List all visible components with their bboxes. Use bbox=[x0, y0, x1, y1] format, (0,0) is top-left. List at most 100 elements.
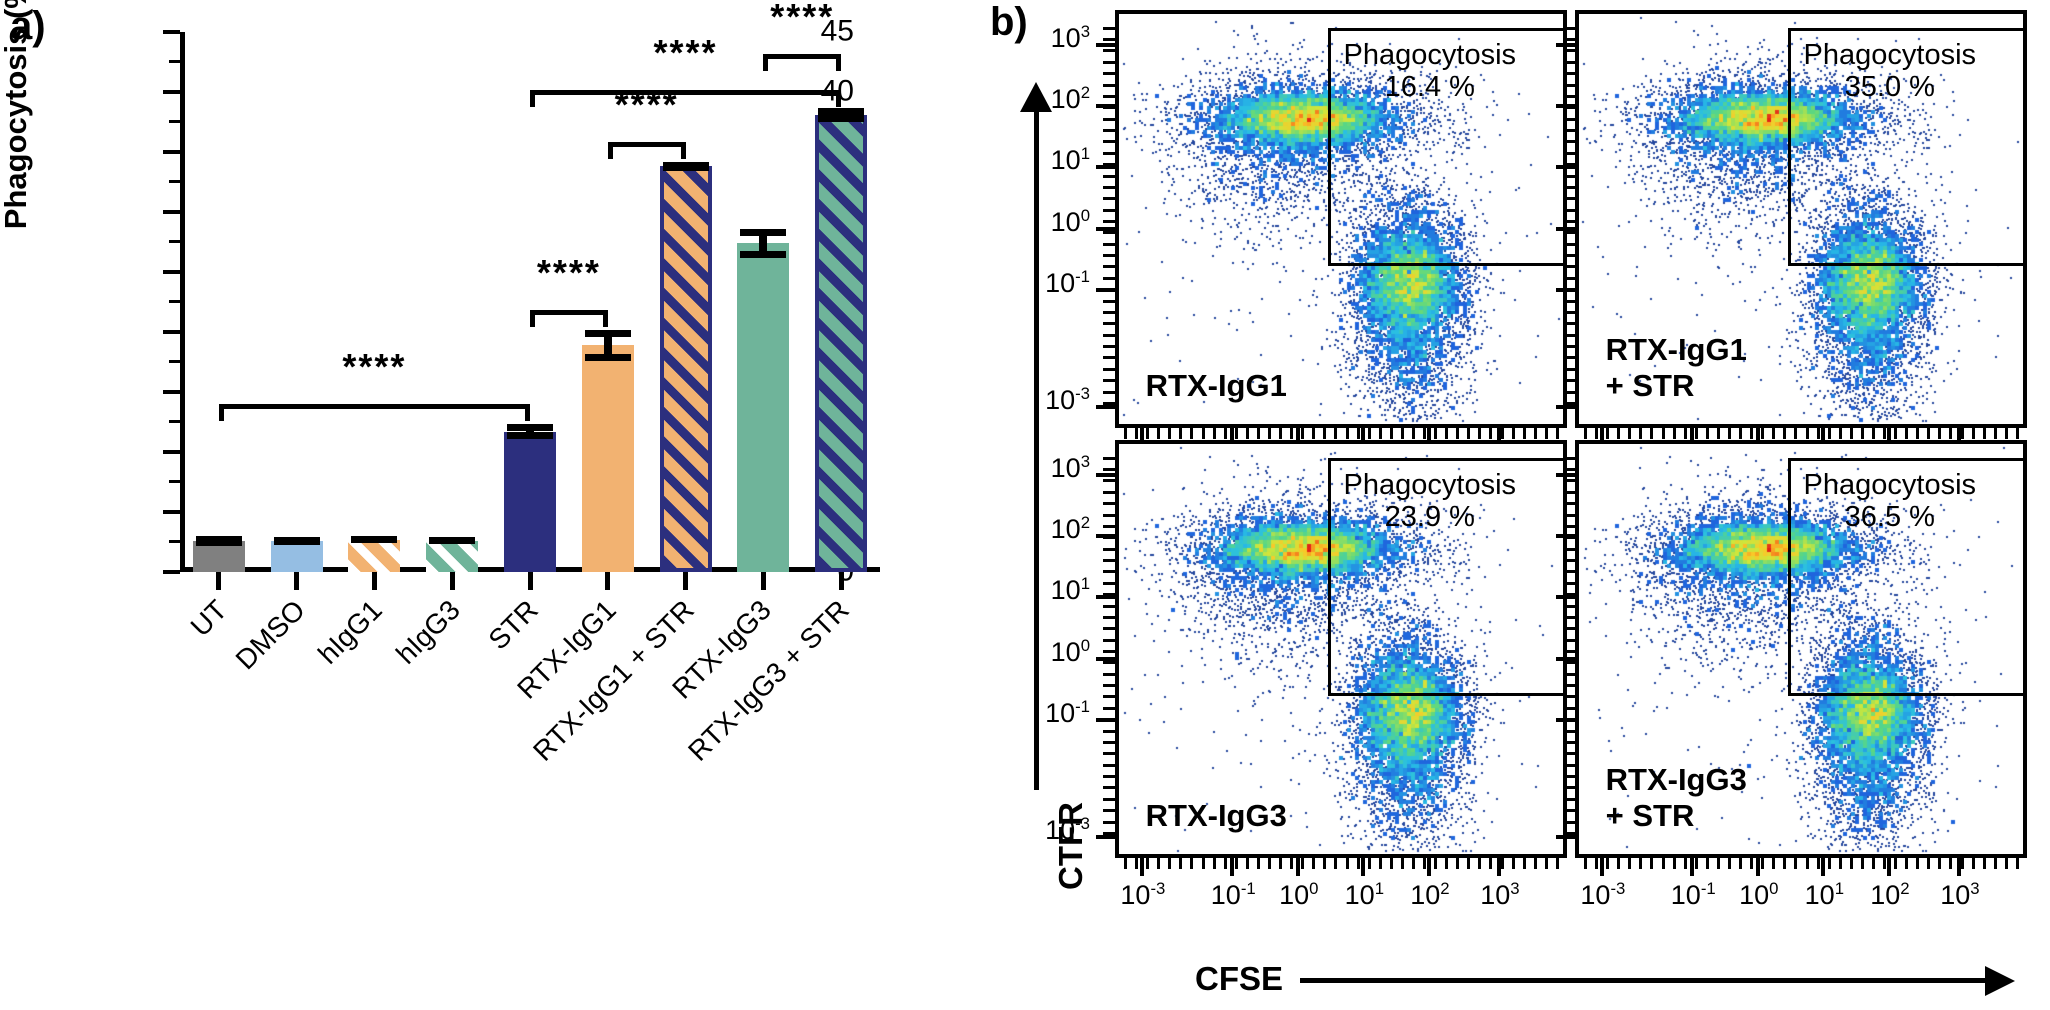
bar-higg1 bbox=[348, 539, 401, 572]
fcs-y-tick bbox=[1556, 835, 1575, 839]
fcs-y-tick-minor bbox=[1103, 265, 1115, 269]
y-tick-minor bbox=[169, 180, 180, 183]
fcs-x-tick-minor bbox=[2004, 858, 2008, 869]
fcs-x-tick-minor bbox=[1478, 858, 1482, 869]
fcs-x-tick-minor bbox=[1927, 428, 1931, 439]
fcs-y-tick-minor bbox=[1103, 299, 1115, 303]
fcs-y-tick-minor bbox=[1563, 479, 1575, 483]
fcs-x-tick-minor bbox=[1522, 858, 1526, 869]
fcs-y-tick-minor bbox=[1563, 367, 1575, 371]
fcs-x-tick-minor bbox=[1871, 428, 1875, 439]
y-tick-major bbox=[163, 210, 180, 214]
significance-stars: **** bbox=[653, 31, 718, 73]
fcs-y-tick-minor bbox=[1103, 479, 1115, 483]
fcs-x-tick-minor bbox=[1268, 428, 1271, 439]
fcs-y-tick-minor bbox=[1563, 38, 1575, 42]
fcs-x-tick-minor bbox=[1345, 858, 1349, 869]
phagocytosis-gate[interactable] bbox=[1787, 458, 2023, 697]
flow-plot-rtx-igg1[interactable]: Phagocytosis 16.4 % RTX-IgG1 bbox=[1115, 10, 1567, 428]
fcs-x-tick-minor bbox=[1500, 858, 1504, 869]
fcs-y-tick-minor bbox=[1103, 820, 1115, 824]
fcs-x-tick-minor bbox=[1971, 428, 1975, 439]
x-tick bbox=[683, 572, 689, 590]
fcs-x-tick-minor bbox=[1716, 428, 1720, 439]
fcs-y-tick-minor bbox=[1563, 72, 1575, 76]
fcs-x-tick-minor bbox=[1916, 858, 1920, 869]
fcs-y-tick-minor bbox=[1103, 49, 1115, 53]
gate-percent: 35.0 % bbox=[1844, 71, 1935, 104]
error-bar bbox=[740, 228, 787, 258]
fcs-y-tick-minor bbox=[1563, 242, 1575, 246]
fcs-y-tick bbox=[1096, 835, 1115, 839]
fcs-x-tick-minor bbox=[1124, 858, 1128, 869]
phagocytosis-gate[interactable] bbox=[1327, 458, 1563, 697]
phagocytosis-gate[interactable] bbox=[1327, 28, 1563, 267]
fcs-x-tick-minor bbox=[1124, 428, 1128, 439]
fcs-x-tick-minor bbox=[1783, 858, 1787, 869]
fcs-x-tick-minor bbox=[1883, 858, 1887, 869]
fcs-x-tick-minor bbox=[1445, 858, 1449, 869]
fcs-y-tick-minor bbox=[1103, 729, 1115, 733]
fcs-x-tick-minor bbox=[1146, 858, 1150, 869]
fcs-y-tick-minor bbox=[1103, 197, 1115, 201]
fcs-y-tick-minor bbox=[1103, 288, 1115, 292]
gate-text: Phagocytosis 16.4 % bbox=[1328, 39, 1532, 104]
y-tick-major bbox=[163, 450, 180, 454]
fcs-x-tick-minor bbox=[1761, 428, 1765, 439]
fcs-x-tick-minor bbox=[1728, 858, 1731, 869]
fcs-y-tick-minor bbox=[1563, 661, 1575, 665]
fcs-y-tick bbox=[1556, 104, 1575, 109]
fcs-x-tick-minor bbox=[1827, 858, 1831, 869]
panel-a-letter: a) bbox=[10, 4, 46, 48]
phagocytosis-gate[interactable] bbox=[1787, 28, 2023, 267]
fcs-y-tick bbox=[1096, 657, 1115, 662]
fcs-x-tick bbox=[1230, 428, 1235, 446]
fcs-x-tick-minor bbox=[1639, 858, 1643, 869]
fcs-y-tick-minor bbox=[1563, 208, 1575, 212]
cfse-axis-arrow-shaft bbox=[1300, 978, 1990, 983]
fcs-x-tick-minor bbox=[1849, 858, 1853, 869]
fcs-y-tick-minor bbox=[1103, 661, 1115, 665]
fcs-x-tick-minor bbox=[1234, 428, 1238, 439]
bar-dmso bbox=[270, 540, 323, 572]
fcs-x-tick-minor bbox=[1234, 858, 1238, 869]
fcs-y-tick-minor bbox=[1103, 604, 1115, 608]
fcs-x-tick-minor bbox=[1606, 858, 1610, 869]
fcs-y-tick-label: 10-1 bbox=[1045, 266, 1090, 298]
fcs-x-tick-minor bbox=[1223, 428, 1227, 439]
fcs-x-tick-minor bbox=[1794, 428, 1798, 439]
fcs-y-tick-minor bbox=[1103, 752, 1115, 756]
fcs-x-tick-minor bbox=[1389, 428, 1393, 439]
fcs-y-tick bbox=[1556, 42, 1575, 47]
y-tick-minor bbox=[169, 120, 180, 123]
x-tick bbox=[760, 572, 766, 590]
x-tick bbox=[605, 572, 611, 590]
density-scatter-canvas bbox=[1579, 444, 2023, 854]
error-bar bbox=[662, 161, 709, 172]
fcs-y-tick-minor bbox=[1563, 265, 1575, 269]
flow-plot-rtx-igg1str[interactable]: Phagocytosis 35.0 % RTX-IgG1 + STR bbox=[1575, 10, 2027, 428]
fcs-x-tick-minor bbox=[1982, 858, 1986, 869]
fcs-x-tick bbox=[1361, 428, 1366, 446]
fcs-x-tick-minor bbox=[1157, 858, 1161, 869]
fcs-y-tick-minor bbox=[1103, 536, 1115, 540]
fcs-y-tick-minor bbox=[1103, 456, 1115, 460]
fcs-y-tick-minor bbox=[1563, 786, 1575, 790]
fcs-y-tick bbox=[1096, 534, 1115, 539]
fcs-x-tick-minor bbox=[1617, 858, 1621, 869]
y-tick-minor bbox=[169, 540, 180, 543]
fcs-y-tick-minor bbox=[1563, 345, 1575, 349]
fcs-y-tick-minor bbox=[1103, 106, 1115, 110]
fcs-x-tick-minor bbox=[1595, 428, 1599, 439]
fcs-y-tick-minor bbox=[1563, 151, 1575, 155]
fcs-y-tick-minor bbox=[1103, 718, 1115, 722]
significance-bracket: **** bbox=[218, 349, 530, 421]
fcs-x-tick bbox=[1496, 428, 1501, 446]
fcs-x-tick bbox=[1599, 858, 1604, 876]
fcs-x-tick-minor bbox=[1849, 428, 1853, 439]
fcs-y-tick-minor bbox=[1103, 809, 1115, 813]
flow-plot-rtx-igg3[interactable]: Phagocytosis 23.9 % RTX-IgG3 bbox=[1115, 440, 1567, 858]
flow-plot-rtx-igg3str[interactable]: Phagocytosis 36.5 % RTX-IgG3 + STR bbox=[1575, 440, 2027, 858]
fcs-x-tick bbox=[1690, 858, 1695, 876]
fcs-x-tick-minor bbox=[1871, 858, 1875, 869]
